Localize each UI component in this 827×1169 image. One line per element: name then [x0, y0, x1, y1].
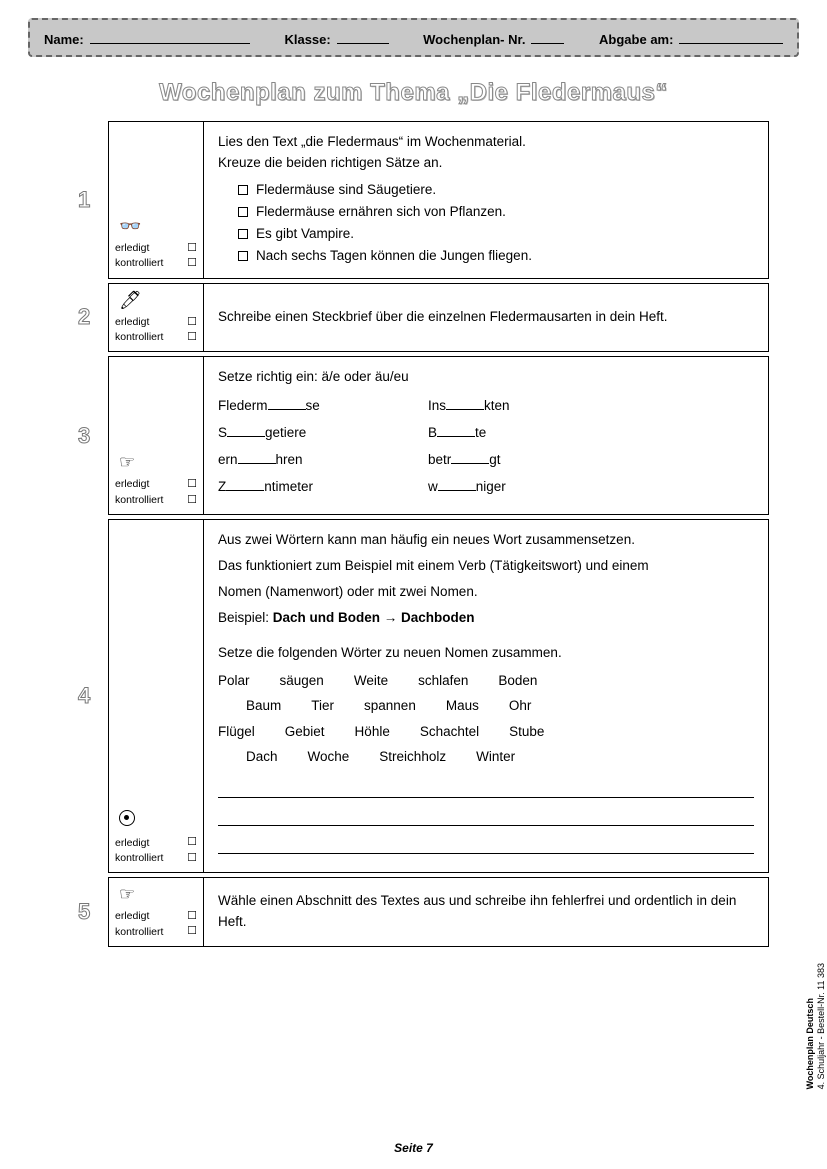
label-kontrolliert: kontrolliert: [115, 851, 163, 866]
label-kontrolliert: kontrolliert: [115, 256, 163, 271]
side-title: Wochenplan Deutsch: [805, 998, 815, 1089]
glasses-icon: 👓: [115, 216, 197, 237]
word-part: niger: [476, 479, 506, 494]
blank-klasse[interactable]: [337, 30, 389, 44]
bullseye-icon: [115, 810, 197, 831]
word-part: gt: [489, 452, 500, 467]
blank-name[interactable]: [90, 30, 250, 44]
label-kontrolliert: kontrolliert: [115, 330, 163, 345]
word-part: w: [428, 479, 438, 494]
label-abgabe: Abgabe am:: [599, 32, 673, 47]
blank-wochenplan-nr[interactable]: [531, 30, 564, 44]
option-label: Nach sechs Tagen können die Jungen flieg…: [256, 248, 532, 263]
side-metadata: Wochenplan Deutsch 4. Schuljahr - Bestel…: [805, 963, 819, 1089]
checkbox-erledigt[interactable]: ☐: [187, 315, 197, 330]
task-text: Lies den Text „die Fledermaus“ im Wochen…: [218, 132, 754, 153]
option-checkbox[interactable]: [238, 229, 248, 239]
task-text: Beispiel:: [218, 610, 273, 625]
checkbox-kontrolliert[interactable]: ☐: [187, 330, 197, 345]
label-klasse: Klasse:: [284, 32, 330, 47]
option-label: Es gibt Vampire.: [256, 226, 354, 241]
task-number: 4: [78, 683, 90, 709]
task-list: 1 👓 erledigt ☐ kontrolliert ☐ Lies den Tex…: [78, 121, 769, 947]
word-part: B: [428, 425, 437, 440]
word-part: kten: [484, 398, 510, 413]
task-content: Lies den Text „die Fledermaus“ im Wochen…: [203, 121, 769, 279]
fill-blank[interactable]: [437, 425, 475, 437]
task-text: Nomen (Namenwort) oder mit zwei Nomen.: [218, 582, 754, 603]
pen-icon: 🖊: [115, 290, 197, 311]
label-erledigt: erledigt: [115, 315, 149, 330]
option-checkbox[interactable]: [238, 207, 248, 217]
answer-line[interactable]: [218, 778, 754, 798]
task-row: 5 ☞ erledigt ☐ kontrolliert ☐ Wähle einen …: [78, 877, 769, 947]
hand-icon: ☞: [115, 452, 197, 473]
word-part: Ins: [428, 398, 446, 413]
side-subtitle: 4. Schuljahr - Bestell-Nr. 11 383: [816, 963, 826, 1089]
task-text: Wähle einen Abschnitt des Textes aus und…: [218, 891, 754, 933]
task-status-cell: 👓 erledigt ☐ kontrolliert ☐: [108, 121, 203, 279]
task-number: 1: [78, 187, 90, 213]
task-row: 1 👓 erledigt ☐ kontrolliert ☐ Lies den Tex…: [78, 121, 769, 279]
label-erledigt: erledigt: [115, 836, 149, 851]
fill-blank[interactable]: [446, 398, 484, 410]
checkbox-erledigt[interactable]: ☐: [187, 241, 197, 256]
hand-icon: ☞: [115, 884, 197, 905]
task-row: 3 ☞ erledigt ☐ kontrolliert ☐ Setze richti…: [78, 356, 769, 515]
task-text: Das funktioniert zum Beispiel mit einem …: [218, 556, 754, 577]
task-text: Schreibe einen Steckbrief über die einze…: [218, 307, 668, 328]
label-erledigt: erledigt: [115, 241, 149, 256]
task-text: Setze richtig ein: ä/e oder äu/eu: [218, 367, 754, 388]
checkbox-erledigt[interactable]: ☐: [187, 835, 197, 850]
answer-line[interactable]: [218, 806, 754, 826]
header-info-box: Name: Klasse: Wochenplan- Nr. Abgabe am:: [28, 18, 799, 57]
label-erledigt: erledigt: [115, 909, 149, 924]
label-kontrolliert: kontrolliert: [115, 925, 163, 940]
task-row: 4 erledigt ☐ kontrolliert ☐ Aus zwei Wörte…: [78, 519, 769, 873]
task-row: 2 🖊 erledigt ☐ kontrolliert ☐ Schreibe ein…: [78, 283, 769, 353]
checkbox-kontrolliert[interactable]: ☐: [187, 851, 197, 866]
checkbox-kontrolliert[interactable]: ☐: [187, 924, 197, 939]
checkbox-erledigt[interactable]: ☐: [187, 477, 197, 492]
task-text: Aus zwei Wörtern kann man häufig ein neu…: [218, 530, 754, 551]
task-number: 3: [78, 423, 90, 449]
fill-blank[interactable]: [451, 452, 489, 464]
fill-blank[interactable]: [268, 398, 306, 410]
word-part: Z: [218, 479, 226, 494]
page-title: Wochenplan zum Thema „Die Fledermaus“: [28, 79, 799, 107]
fill-blank[interactable]: [227, 425, 265, 437]
checkbox-kontrolliert[interactable]: ☐: [187, 493, 197, 508]
word-part: getiere: [265, 425, 306, 440]
task-example: Dach und Boden → Dachboden: [273, 610, 475, 625]
checkbox-erledigt[interactable]: ☐: [187, 909, 197, 924]
word-part: S: [218, 425, 227, 440]
label-erledigt: erledigt: [115, 477, 149, 492]
option-checkbox[interactable]: [238, 185, 248, 195]
fill-blank[interactable]: [438, 479, 476, 491]
label-wochenplan-nr: Wochenplan- Nr.: [423, 32, 525, 47]
fill-blank[interactable]: [238, 452, 276, 464]
word-part: se: [306, 398, 320, 413]
word-bank: Polar säugen Weite schlafen Boden Baum T…: [218, 668, 754, 771]
word-part: hren: [276, 452, 303, 467]
task-number: 5: [78, 899, 90, 925]
option-checkbox[interactable]: [238, 251, 248, 261]
word-part: betr: [428, 452, 451, 467]
page-footer: Seite 7: [0, 1141, 827, 1155]
fill-blank[interactable]: [226, 479, 264, 491]
word-part: ern: [218, 452, 238, 467]
task-number: 2: [78, 304, 90, 330]
option-label: Fledermäuse sind Säugetiere.: [256, 182, 436, 197]
word-part: te: [475, 425, 486, 440]
word-part: Flederm: [218, 398, 268, 413]
option-label: Fledermäuse ernähren sich von Pflanzen.: [256, 204, 506, 219]
blank-abgabe[interactable]: [679, 30, 783, 44]
checkbox-kontrolliert[interactable]: ☐: [187, 256, 197, 271]
task-text: Setze die folgenden Wörter zu neuen Nome…: [218, 643, 754, 664]
answer-line[interactable]: [218, 834, 754, 854]
label-name: Name:: [44, 32, 84, 47]
word-part: ntimeter: [264, 479, 313, 494]
task-text: Kreuze die beiden richtigen Sätze an.: [218, 153, 754, 174]
label-kontrolliert: kontrolliert: [115, 493, 163, 508]
